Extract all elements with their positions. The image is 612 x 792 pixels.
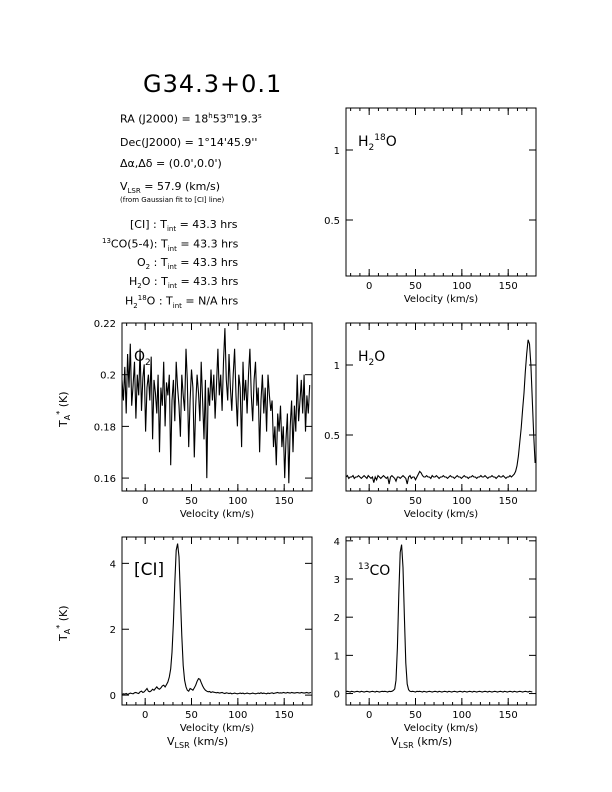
13co-xtick-label: 50 bbox=[409, 710, 422, 721]
ci-xtick-label: 0 bbox=[142, 710, 148, 721]
13co-spectrum-line bbox=[346, 544, 533, 693]
13co-ytick-label: 2 bbox=[334, 613, 340, 624]
ci-frame bbox=[121, 536, 313, 706]
offset-line: Δα,Δδ = (0.0',0.0') bbox=[120, 157, 222, 170]
ra-line: RA (J2000) = 18h53m19.3s bbox=[120, 112, 262, 126]
13co-frame bbox=[345, 536, 537, 706]
ci-xlabel: Velocity (km/s) bbox=[180, 723, 254, 734]
o2-xtick-label: 50 bbox=[185, 496, 198, 507]
13co-ytick-label: 0 bbox=[334, 690, 340, 701]
h2o18-ytick-label: 0.5 bbox=[324, 216, 340, 227]
h2o-xtick-label: 100 bbox=[452, 496, 471, 507]
13co-ytick-label: 3 bbox=[334, 575, 340, 586]
ci-vlsr-axis-title: VLSR (km/s) bbox=[167, 735, 228, 750]
h2o-xtick-label: 0 bbox=[366, 496, 372, 507]
ci-spectrum-line bbox=[122, 543, 312, 696]
o2-ylabel: TA* (K) bbox=[55, 391, 72, 428]
h2o18-xlabel: Velocity (km/s) bbox=[404, 294, 478, 305]
h2o-spectrum-line bbox=[346, 339, 536, 485]
o2-xtick-label: 100 bbox=[228, 496, 247, 507]
h2o18-panel-label: H218O bbox=[358, 133, 397, 153]
vlsr-sub: LSR bbox=[127, 187, 141, 196]
o2-frame bbox=[121, 322, 313, 492]
13co-ytick-label: 4 bbox=[334, 537, 340, 548]
h2o18-xtick-label: 0 bbox=[366, 281, 372, 292]
vlsr-label: V bbox=[120, 180, 128, 193]
main-title: G34.3+0.1 bbox=[143, 70, 283, 98]
o2-ytick-label: 0.22 bbox=[94, 319, 116, 330]
h2o-xtick-label: 50 bbox=[409, 496, 422, 507]
h2o-frame bbox=[345, 322, 537, 492]
h2o18-frame bbox=[345, 107, 537, 277]
o2-ytick-label: 0.18 bbox=[94, 422, 116, 433]
o2-xtick-label: 0 bbox=[142, 496, 148, 507]
o2-ytick-label: 0.2 bbox=[100, 371, 116, 382]
13co-xtick-label: 0 bbox=[366, 710, 372, 721]
h2o-ytick-label: 0.5 bbox=[324, 431, 340, 442]
ci-ytick-label: 0 bbox=[110, 691, 116, 702]
ci-ytick-label: 4 bbox=[110, 559, 116, 570]
13co-xtick-label: 100 bbox=[452, 710, 471, 721]
dec-label: Dec(J2000) = bbox=[120, 136, 198, 149]
ra-minutes: 53 bbox=[212, 112, 227, 126]
o2-spectrum-line bbox=[122, 328, 311, 484]
o2-xlabel: Velocity (km/s) bbox=[180, 509, 254, 520]
h2o18-xtick-label: 150 bbox=[499, 281, 518, 292]
h2o-panel-label: H2O bbox=[358, 349, 385, 368]
o2-ytick-label: 0.16 bbox=[94, 474, 116, 485]
13co-ytick-label: 1 bbox=[334, 651, 340, 662]
dec-line: Dec(J2000) = 1°14'45.9'' bbox=[120, 136, 340, 149]
vlsr-line: VLSR = 57.9 (km/s) bbox=[120, 180, 340, 195]
13co-panel-label: 13CO bbox=[358, 562, 390, 579]
h2o18-xtick-label: 100 bbox=[452, 281, 471, 292]
13co-xtick-label: 150 bbox=[499, 710, 518, 721]
ci-ylabel: TA* (K) bbox=[55, 605, 72, 642]
vlsr-value: = 57.9 (km/s) bbox=[140, 180, 221, 193]
ci-xtick-label: 150 bbox=[275, 710, 294, 721]
o2-panel-label: O2 bbox=[134, 349, 151, 368]
13co-xlabel: Velocity (km/s) bbox=[404, 723, 478, 734]
ra-seconds: 19.3 bbox=[233, 112, 259, 126]
ci-ytick-label: 2 bbox=[110, 625, 116, 636]
h2o18-ytick-label: 1 bbox=[334, 146, 340, 157]
h2o-xlabel: Velocity (km/s) bbox=[404, 509, 478, 520]
o2-xtick-label: 150 bbox=[275, 496, 294, 507]
dec-value: 1°14'45.9'' bbox=[197, 136, 258, 149]
h2o-ytick-label: 1 bbox=[334, 361, 340, 372]
13co-vlsr-axis-title: VLSR (km/s) bbox=[391, 735, 452, 750]
vlsr-note: (from Gaussian fit to [CI] line) bbox=[120, 196, 225, 204]
ci-panel-label: [CI] bbox=[134, 560, 164, 580]
ra-hours: 18 bbox=[194, 112, 209, 126]
ci-xtick-label: 100 bbox=[228, 710, 247, 721]
h2o18-xtick-label: 50 bbox=[409, 281, 422, 292]
ra-label: RA (J2000) = bbox=[120, 112, 195, 126]
ci-xtick-label: 50 bbox=[185, 710, 198, 721]
h2o-xtick-label: 150 bbox=[499, 496, 518, 507]
